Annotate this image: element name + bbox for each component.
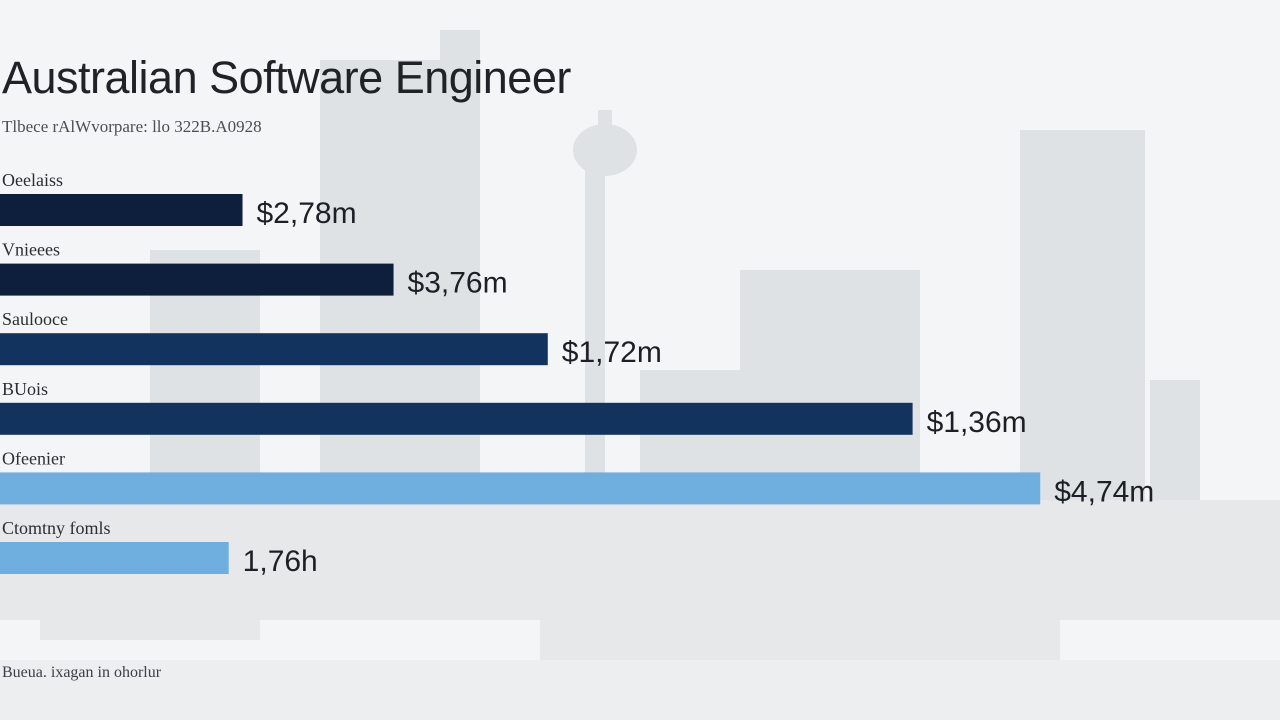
bar-value-label: $1,72m <box>562 336 662 369</box>
bar <box>0 472 1041 505</box>
category-label: Ctomtny fomls <box>2 518 111 538</box>
chart-subtitle: Tlbece rAlWvorpare: llo 322B.A0928 <box>2 117 262 136</box>
bar-value-label: $2,78m <box>257 197 357 230</box>
chart-title: Australian Software Engineer <box>2 52 571 103</box>
category-label: Vnieees <box>2 240 60 260</box>
category-label: Saulooce <box>2 309 68 329</box>
bar-value-label: $3,76m <box>408 267 508 300</box>
bar-value-label: $1,36m <box>927 406 1027 439</box>
chart-source-note: Bueua. ixagan in ohorlur <box>2 664 162 681</box>
bar <box>0 542 229 574</box>
bar <box>0 402 913 435</box>
bar <box>0 263 394 296</box>
bar-value-label: 1,76h <box>243 545 318 578</box>
bar <box>0 194 243 226</box>
bar <box>0 333 548 366</box>
category-label: Oeelaiss <box>2 170 63 190</box>
category-label: Ofeenier <box>2 448 65 468</box>
category-label: BUois <box>2 379 48 399</box>
bar-value-label: $4,74m <box>1054 475 1154 508</box>
